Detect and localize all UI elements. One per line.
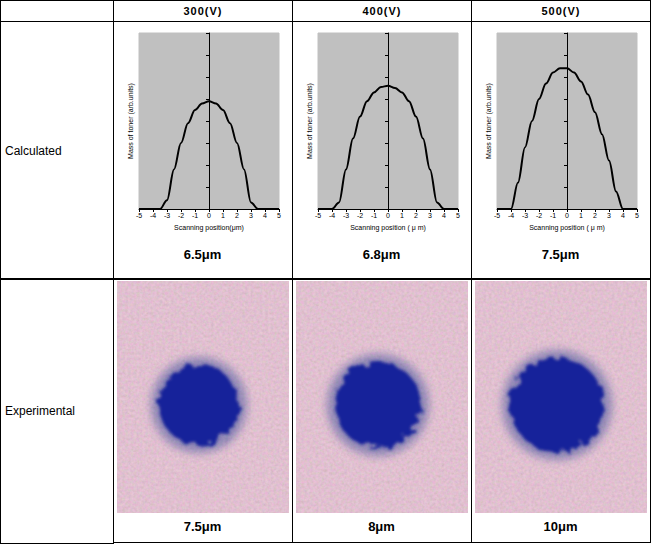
- svg-text:0: 0: [386, 212, 390, 219]
- svg-text:5: 5: [277, 212, 281, 219]
- svg-text:Mass of toner (arb.units): Mass of toner (arb.units): [306, 83, 314, 159]
- svg-text:Mass of toner (arb.units): Mass of toner (arb.units): [485, 83, 493, 159]
- svg-text:Mass of toner (arb.units): Mass of toner (arb.units): [127, 83, 135, 159]
- svg-text:-3: -3: [342, 212, 348, 219]
- html-text:500(V): 500(V): [541, 5, 581, 17]
- svg-text:-1: -1: [370, 212, 376, 219]
- svg-text:Scanning position(μm): Scanning position(μm): [174, 224, 244, 232]
- svg-text:0: 0: [207, 212, 211, 219]
- svg-text:-3: -3: [163, 212, 169, 219]
- svg-text:2: 2: [414, 212, 418, 219]
- svg-text:-2: -2: [356, 212, 362, 219]
- svg-text:Scanning position ( μ m): Scanning position ( μ m): [350, 224, 426, 232]
- svg-text:2: 2: [593, 212, 597, 219]
- html-text:Experimental: Experimental: [5, 404, 75, 418]
- html-text:6.8μm: 6.8μm: [362, 247, 401, 262]
- svg-text:-5: -5: [135, 212, 141, 219]
- svg-text:-3: -3: [521, 212, 527, 219]
- svg-text:1: 1: [400, 212, 404, 219]
- html-text:400(V): 400(V): [362, 5, 402, 17]
- svg-text:3: 3: [428, 212, 432, 219]
- svg-text:-2: -2: [535, 212, 541, 219]
- svg-text:-4: -4: [507, 212, 513, 219]
- html-text:Calculated: Calculated: [5, 143, 62, 158]
- svg-text:-4: -4: [328, 212, 334, 219]
- html-text:300(V): 300(V): [183, 5, 223, 17]
- svg-text:4: 4: [263, 212, 267, 219]
- svg-text:Scanning position ( μ m): Scanning position ( μ m): [529, 224, 605, 232]
- svg-text:-5: -5: [314, 212, 320, 219]
- svg-text:-1: -1: [191, 212, 197, 219]
- svg-text:5: 5: [635, 212, 639, 219]
- html-text:7.5μm: 7.5μm: [183, 519, 222, 534]
- svg-text:5: 5: [456, 212, 460, 219]
- svg-text:3: 3: [249, 212, 253, 219]
- svg-text:1: 1: [579, 212, 583, 219]
- svg-text:2: 2: [235, 212, 239, 219]
- svg-text:-1: -1: [549, 212, 555, 219]
- svg-text:-5: -5: [493, 212, 499, 219]
- svg-text:0: 0: [565, 212, 569, 219]
- svg-text:-2: -2: [177, 212, 183, 219]
- svg-text:1: 1: [221, 212, 225, 219]
- svg-text:-4: -4: [149, 212, 155, 219]
- html-text:7.5μm: 7.5μm: [541, 247, 580, 262]
- svg-text:4: 4: [621, 212, 625, 219]
- html-text:10μm: 10μm: [543, 519, 578, 534]
- html-text:6.5μm: 6.5μm: [183, 247, 222, 262]
- svg-text:3: 3: [607, 212, 611, 219]
- svg-text:4: 4: [442, 212, 446, 219]
- html-text:8μm: 8μm: [368, 519, 395, 534]
